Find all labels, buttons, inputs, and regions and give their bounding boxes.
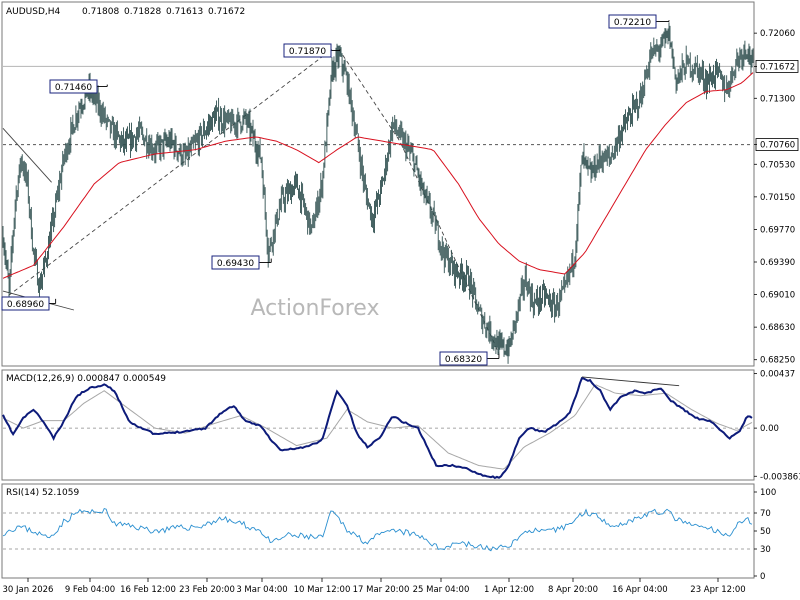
axis-layer: 0.72060 0.71672 0.71300 0.70760 0.70530 0.701… xyxy=(3,29,800,595)
x-axis-label: 17 Mar 20:00 xyxy=(353,585,410,595)
macd-axis-label: -0.003861 xyxy=(760,472,800,482)
rsi-axis-label: 30 xyxy=(760,545,771,555)
x-axis-label: 25 Mar 04:00 xyxy=(413,585,470,595)
macd-line xyxy=(2,377,753,480)
price-axis-label: 0.70760 xyxy=(760,141,795,151)
macd-axis-label: 0.00 xyxy=(760,424,779,434)
annotation-label: 0.68320 xyxy=(439,351,500,366)
price-axis-label: 0.72060 xyxy=(760,29,795,39)
x-axis-label: 16 Apr 04:00 xyxy=(612,585,667,595)
annotation-text: 0.72210 xyxy=(614,18,651,28)
x-axis-label: 23 Apr 12:00 xyxy=(690,585,745,595)
macd-header: MACD(12,26,9) 0.000847 0.000549 xyxy=(6,374,166,384)
price-axis-label: 0.70530 xyxy=(760,160,795,170)
watermark: ActionForex xyxy=(251,296,380,321)
annotation-text: 0.68320 xyxy=(445,355,482,365)
rsi-header: RSI(14) 52.1059 xyxy=(6,488,79,498)
wave-dashed-line-1 xyxy=(2,49,333,301)
annotation-label: 0.69430 xyxy=(211,255,272,270)
price-layer: 0.72210 0.71870 0.71460 0.69430 0.68960 0.683… xyxy=(1,14,754,366)
annotation-label: 0.72210 xyxy=(608,14,670,29)
price-axis-label: 0.69770 xyxy=(760,225,795,235)
annotation-box xyxy=(211,255,260,270)
annotation-box xyxy=(439,351,488,366)
price-header-close: 0.71672 xyxy=(208,7,245,17)
annotation-box xyxy=(608,14,657,29)
macd-axis-label: 0.00437 xyxy=(760,370,795,380)
price-header-low: 0.71613 xyxy=(166,7,203,17)
x-axis-label: 10 Mar 12:00 xyxy=(294,585,351,595)
price-axis-label: 0.68250 xyxy=(760,356,795,366)
x-axis-label: 9 Feb 04:00 xyxy=(65,585,115,595)
annotation-label: 0.71460 xyxy=(49,79,108,94)
macd-layer xyxy=(2,376,753,480)
x-axis-label: 8 Apr 20:00 xyxy=(548,585,598,595)
x-axis-label: 1 Apr 12:00 xyxy=(484,585,534,595)
annotation-text: 0.71460 xyxy=(55,83,92,93)
annotation-box xyxy=(49,79,98,94)
rsi-axis-label: 0 xyxy=(760,572,765,582)
price-axis-label: 0.68630 xyxy=(760,323,795,333)
rsi-axis-label: 100 xyxy=(760,488,776,498)
annotation-text: 0.69430 xyxy=(217,259,254,269)
price-axis-label: 0.71300 xyxy=(760,94,795,104)
price-axis-label: 0.69390 xyxy=(760,258,795,268)
annotation-text: 0.71870 xyxy=(289,47,326,57)
price-header-symbol: AUDUSD,H4 xyxy=(6,7,61,17)
annotation-text: 0.68960 xyxy=(7,300,44,310)
rsi-line xyxy=(2,508,753,552)
price-header-open: 0.71808 xyxy=(82,7,119,17)
moving-average-line xyxy=(2,72,754,279)
annotation-label: 0.68960 xyxy=(1,296,57,311)
macd-panel-frame xyxy=(1,369,755,481)
channel-upper-line xyxy=(2,127,52,183)
annotation-box xyxy=(1,296,50,311)
x-axis-label: 23 Feb 20:00 xyxy=(179,585,235,595)
annotation-label: 0.71870 xyxy=(283,43,341,58)
x-axis-label: 16 Feb 12:00 xyxy=(120,585,176,595)
price-header-high: 0.71828 xyxy=(124,7,161,17)
price-bars xyxy=(2,22,754,364)
price-panel-frame xyxy=(1,1,755,367)
price-axis-label: 0.69010 xyxy=(760,291,795,301)
rsi-axis-label: 70 xyxy=(760,509,771,519)
annotation-box xyxy=(283,43,332,58)
macd-divergence-line xyxy=(581,376,680,387)
x-axis-label: 30 Jan 2026 xyxy=(3,585,54,595)
x-axis-label: 3 Mar 04:00 xyxy=(236,585,287,595)
price-axis-label: 0.70150 xyxy=(760,193,795,203)
rsi-layer xyxy=(2,508,753,552)
rsi-axis-label: 50 xyxy=(760,527,771,537)
price-axis-label: 0.71672 xyxy=(760,62,795,72)
